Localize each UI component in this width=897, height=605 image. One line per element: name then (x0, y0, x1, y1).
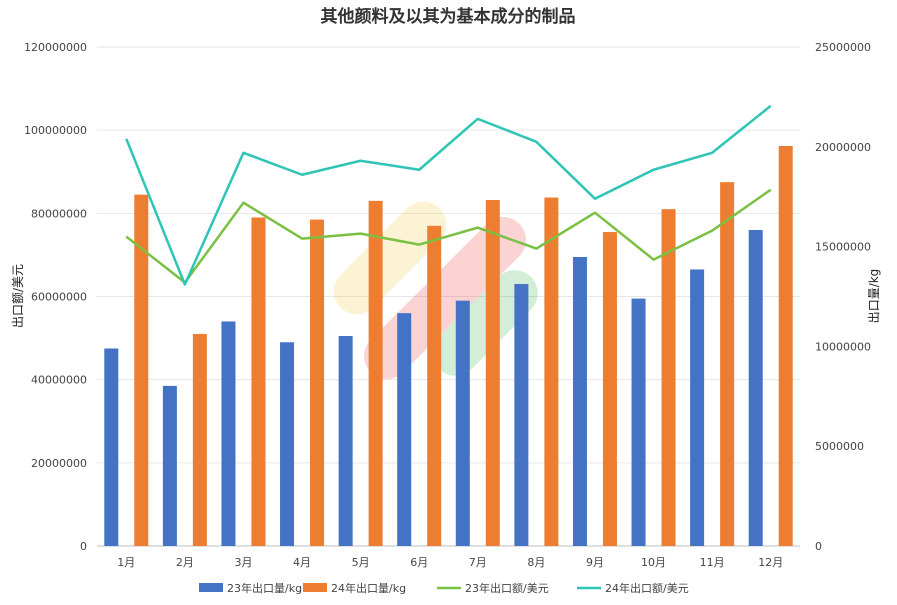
bar (338, 336, 353, 546)
right-tick-label: 25000000 (815, 41, 871, 54)
left-tick-label: 0 (80, 540, 87, 553)
x-tick-label: 10月 (641, 556, 666, 569)
x-tick-label: 9月 (586, 556, 604, 569)
right-tick-label: 20000000 (815, 141, 871, 154)
series-line (125, 188, 772, 284)
x-tick-label: 3月 (234, 556, 252, 569)
x-tick-label: 7月 (469, 556, 487, 569)
x-tick-label: 12月 (758, 556, 783, 569)
x-tick-label: 11月 (700, 556, 725, 569)
bar (221, 321, 236, 546)
legend-label: 24年出口额/美元 (605, 581, 689, 595)
bar (485, 200, 500, 546)
x-tick-label: 2月 (176, 556, 194, 569)
right-tick-label: 10000000 (815, 340, 871, 353)
right-axis-ticks: 0 5000000 10000000 15000000 20000000 25000000 (815, 41, 871, 553)
left-tick-label: 80000000 (31, 207, 87, 220)
bar (251, 217, 266, 546)
bar (544, 197, 559, 546)
gridlines (97, 46, 800, 547)
bar (368, 200, 383, 546)
right-tick-label: 5000000 (815, 440, 864, 453)
bar (280, 342, 295, 546)
right-tick-label: 0 (815, 540, 822, 553)
x-tick-label: 1月 (117, 556, 135, 569)
left-tick-label: 100000000 (24, 124, 87, 137)
bar (455, 300, 470, 546)
bar (427, 225, 442, 546)
bar (104, 348, 119, 546)
legend-label: 23年出口量/kg (227, 581, 302, 595)
bar (572, 256, 587, 546)
x-tick-label: 6月 (410, 556, 428, 569)
left-tick-label: 20000000 (31, 457, 87, 470)
x-tick-label: 4月 (293, 556, 311, 569)
right-axis-label: 出口量/kg (867, 269, 881, 324)
bar-series-group (104, 145, 793, 547)
bar (134, 194, 149, 546)
chart-title: 其他颜料及以其为基本成分的制品 (321, 6, 576, 27)
right-tick-label: 15000000 (815, 241, 871, 254)
x-axis-ticks: 1月 2月 3月 4月 5月 6月 7月 8月 9月 10月 11月 12月 (117, 556, 783, 569)
left-tick-label: 40000000 (31, 374, 87, 387)
bar (162, 385, 177, 546)
legend: 23年出口量/kg 24年出口量/kg 23年出口额/美元 24年出口额/美元 (199, 581, 689, 595)
legend-swatch (199, 583, 223, 592)
left-axis-ticks: 0 20000000 40000000 60000000 80000000 1000000… (24, 41, 87, 553)
line-series-group (125, 104, 772, 286)
left-tick-label: 120000000 (24, 41, 87, 54)
bar (602, 232, 617, 546)
bar (397, 313, 412, 546)
x-tick-label: 8月 (527, 556, 545, 569)
legend-swatch (303, 583, 327, 592)
bar (631, 298, 646, 546)
bar (661, 209, 676, 547)
x-tick-label: 5月 (352, 556, 370, 569)
legend-label: 24年出口量/kg (331, 581, 406, 595)
bar (192, 333, 207, 546)
bar (514, 284, 529, 546)
legend-label: 23年出口额/美元 (465, 581, 549, 595)
bar (310, 219, 325, 546)
left-tick-label: 60000000 (31, 291, 87, 304)
bar (778, 145, 793, 547)
series-line (125, 104, 772, 286)
bar (690, 269, 705, 546)
left-axis-label: 出口额/美元 (11, 264, 25, 328)
bar (748, 229, 763, 546)
bar (720, 182, 735, 547)
